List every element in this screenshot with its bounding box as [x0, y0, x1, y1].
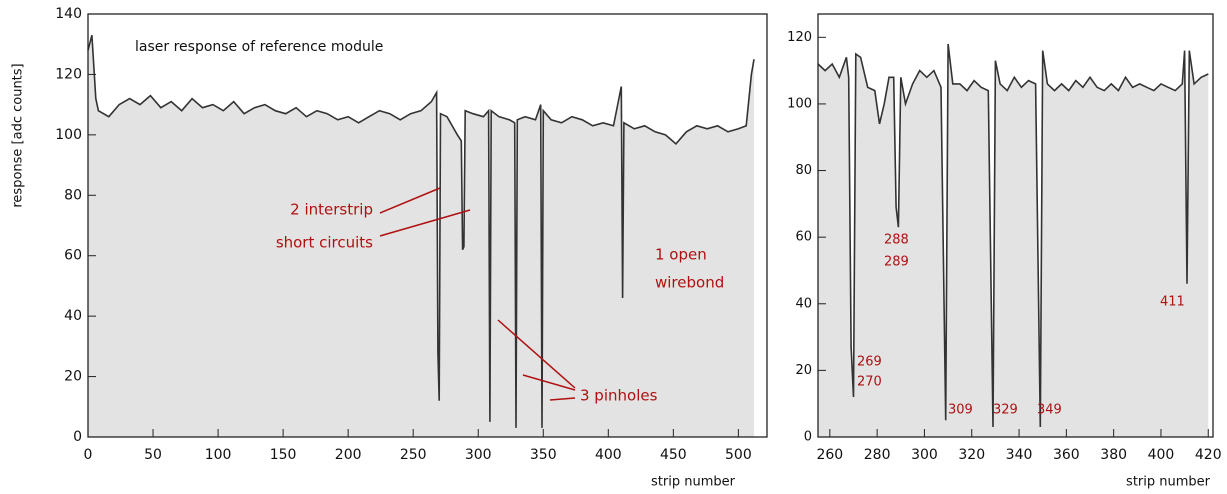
annotation: wirebond [655, 274, 724, 292]
annotation: short circuits [276, 234, 373, 252]
x-tick-label: 400 [595, 447, 622, 463]
x-tick-label: 360 [1053, 447, 1080, 463]
y-tick-label: 100 [55, 127, 82, 143]
annotation: 289 [884, 255, 909, 270]
y-tick-label: 60 [795, 230, 812, 245]
leader-line [379, 209, 471, 237]
annotation: 1 open [655, 246, 707, 264]
x-tick-label: 260 [816, 447, 843, 463]
x-tick-label: 340 [1006, 447, 1033, 463]
y-tick-label: 100 [787, 96, 812, 111]
x-tick-label: 320 [958, 447, 985, 463]
x-tick-label: 50 [144, 447, 162, 463]
x-tick-label: 450 [660, 447, 687, 463]
x-tick-label: 300 [911, 447, 938, 463]
annotation: 349 [1037, 403, 1062, 418]
x-tick-label: 200 [335, 447, 362, 463]
y-tick-label: 0 [73, 429, 82, 445]
annotation: 288 [884, 233, 909, 248]
line [817, 43, 1209, 428]
y-tick-label: 20 [795, 363, 812, 378]
y-tick-label: 60 [64, 248, 82, 264]
leader-line [522, 374, 576, 391]
x-tick-label: 500 [725, 447, 752, 463]
annotation: 329 [993, 403, 1018, 418]
x-tick-label: 380 [1100, 447, 1127, 463]
annotation: 2 interstrip [290, 201, 373, 219]
x-tick-label: 400 [1148, 447, 1175, 463]
x-tick-label: 0 [84, 447, 93, 463]
line [87, 34, 755, 428]
plot-frame [87, 13, 768, 438]
y-tick-label: 0 [804, 430, 812, 445]
plot-frame [817, 13, 1214, 438]
x-tick-label: 420 [1195, 447, 1222, 463]
area [818, 44, 1209, 437]
annotation: 269 [857, 355, 882, 370]
x-axis-label: strip number [1126, 475, 1211, 490]
leader-line [549, 397, 576, 401]
y-tick-label: 20 [64, 369, 82, 385]
y-axis-label: response [adc counts] [11, 63, 26, 207]
y-tick-label: 120 [55, 66, 82, 82]
y-tick-label: 40 [795, 296, 812, 311]
x-tick-label: 150 [270, 447, 297, 463]
x-tick-label: 250 [400, 447, 427, 463]
x-tick-label: 100 [205, 447, 232, 463]
x-tick-label: 300 [465, 447, 492, 463]
x-tick-label: 350 [530, 447, 557, 463]
leader-line [497, 319, 576, 389]
area [88, 35, 754, 437]
y-tick-label: 80 [795, 163, 812, 178]
y-tick-label: 80 [64, 187, 82, 203]
annotation: 309 [948, 403, 973, 418]
x-tick-label: 280 [864, 447, 891, 463]
leader-line [379, 187, 441, 214]
annotation: 411 [1160, 295, 1185, 310]
y-tick-label: 120 [787, 30, 812, 45]
y-tick-label: 140 [55, 6, 82, 22]
annotation: 270 [857, 375, 882, 390]
x-axis-label: strip number [651, 475, 736, 490]
y-tick-label: 40 [64, 308, 82, 324]
annotation: laser response of reference module [135, 39, 383, 55]
annotation: 3 pinholes [580, 387, 658, 405]
